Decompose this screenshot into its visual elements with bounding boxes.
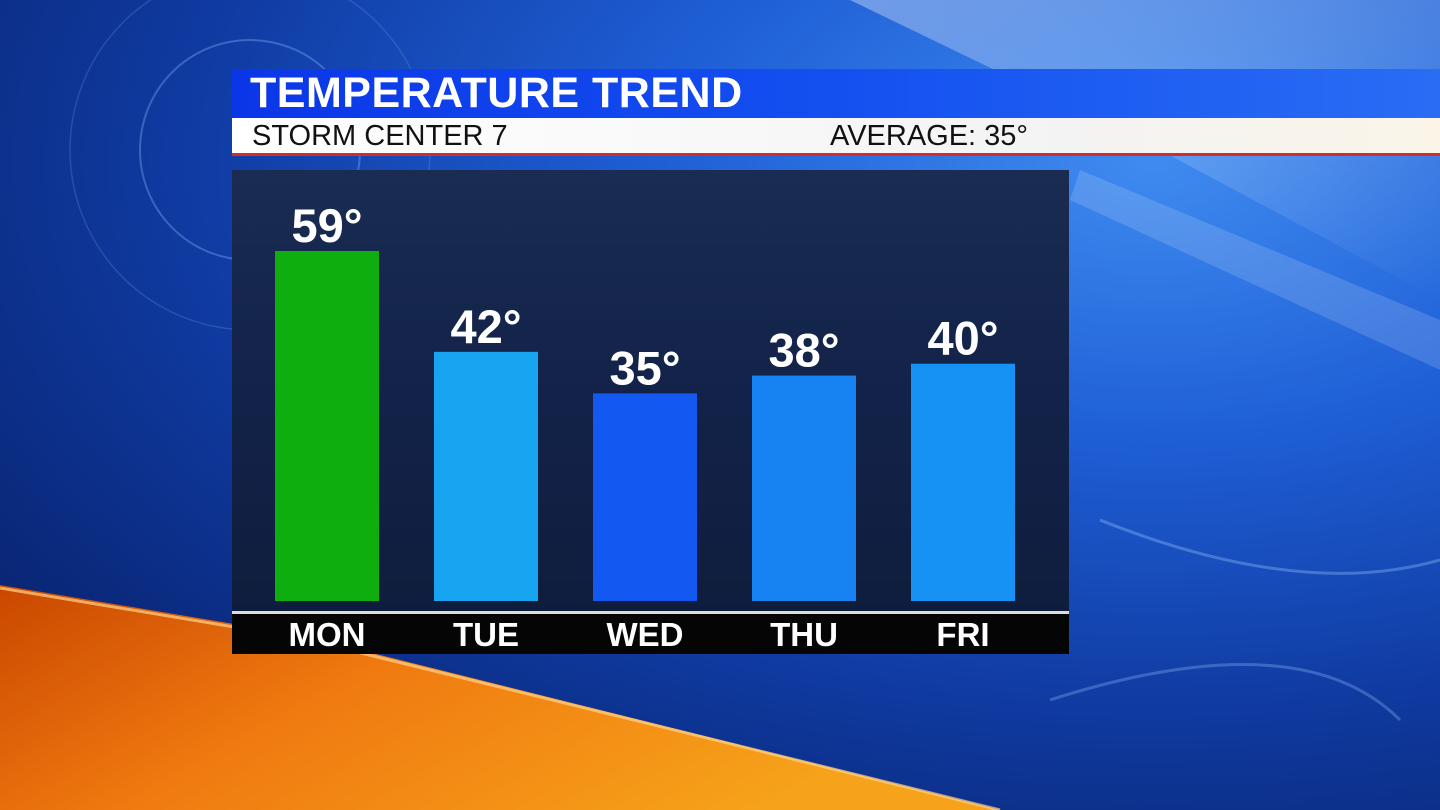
- station-name: STORM CENTER 7: [252, 120, 508, 152]
- value-label-tue: 42°: [450, 300, 521, 353]
- bar-wed: [593, 393, 697, 601]
- value-label-thu: 38°: [768, 324, 839, 377]
- value-label-fri: 40°: [927, 312, 998, 365]
- chart-title: TEMPERATURE TREND: [250, 69, 743, 117]
- title-bar: TEMPERATURE TREND: [232, 69, 1440, 118]
- day-label-thu: THU: [770, 616, 838, 653]
- bar-fri: [911, 363, 1015, 601]
- day-label-tue: TUE: [453, 616, 519, 653]
- bar-tue: [434, 351, 538, 601]
- baseline-divider: [232, 611, 1069, 614]
- subtitle-bar: STORM CENTER 7 AVERAGE: 35°: [232, 118, 1440, 156]
- average-temperature: AVERAGE: 35°: [830, 120, 1029, 152]
- bar-mon: [275, 251, 379, 601]
- day-label-fri: FRI: [936, 616, 989, 653]
- day-label-wed: WED: [607, 616, 684, 653]
- day-label-strip: [232, 614, 1069, 654]
- value-label-mon: 59°: [291, 199, 362, 252]
- day-label-mon: MON: [289, 616, 366, 653]
- value-label-wed: 35°: [609, 341, 680, 394]
- bar-thu: [752, 375, 856, 601]
